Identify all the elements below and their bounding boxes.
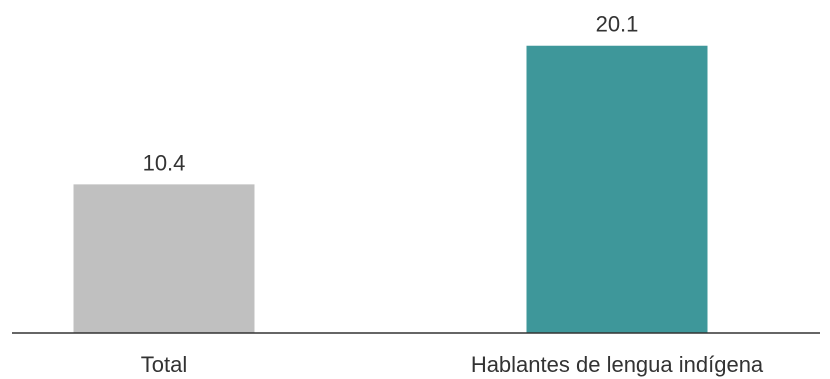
value-labels-group: 10.4 20.1	[143, 12, 639, 176]
value-label: 20.1	[596, 12, 639, 37]
category-tick-label: Hablantes de lengua indígena	[471, 352, 764, 377]
category-tick-label: Total	[141, 352, 187, 377]
value-label: 10.4	[143, 150, 186, 175]
bar-hablantes-lengua-indigena	[526, 45, 708, 333]
bar-total	[73, 184, 255, 333]
category-labels-group: Total Hablantes de lengua indígena	[141, 352, 764, 377]
bars-group	[73, 45, 708, 333]
